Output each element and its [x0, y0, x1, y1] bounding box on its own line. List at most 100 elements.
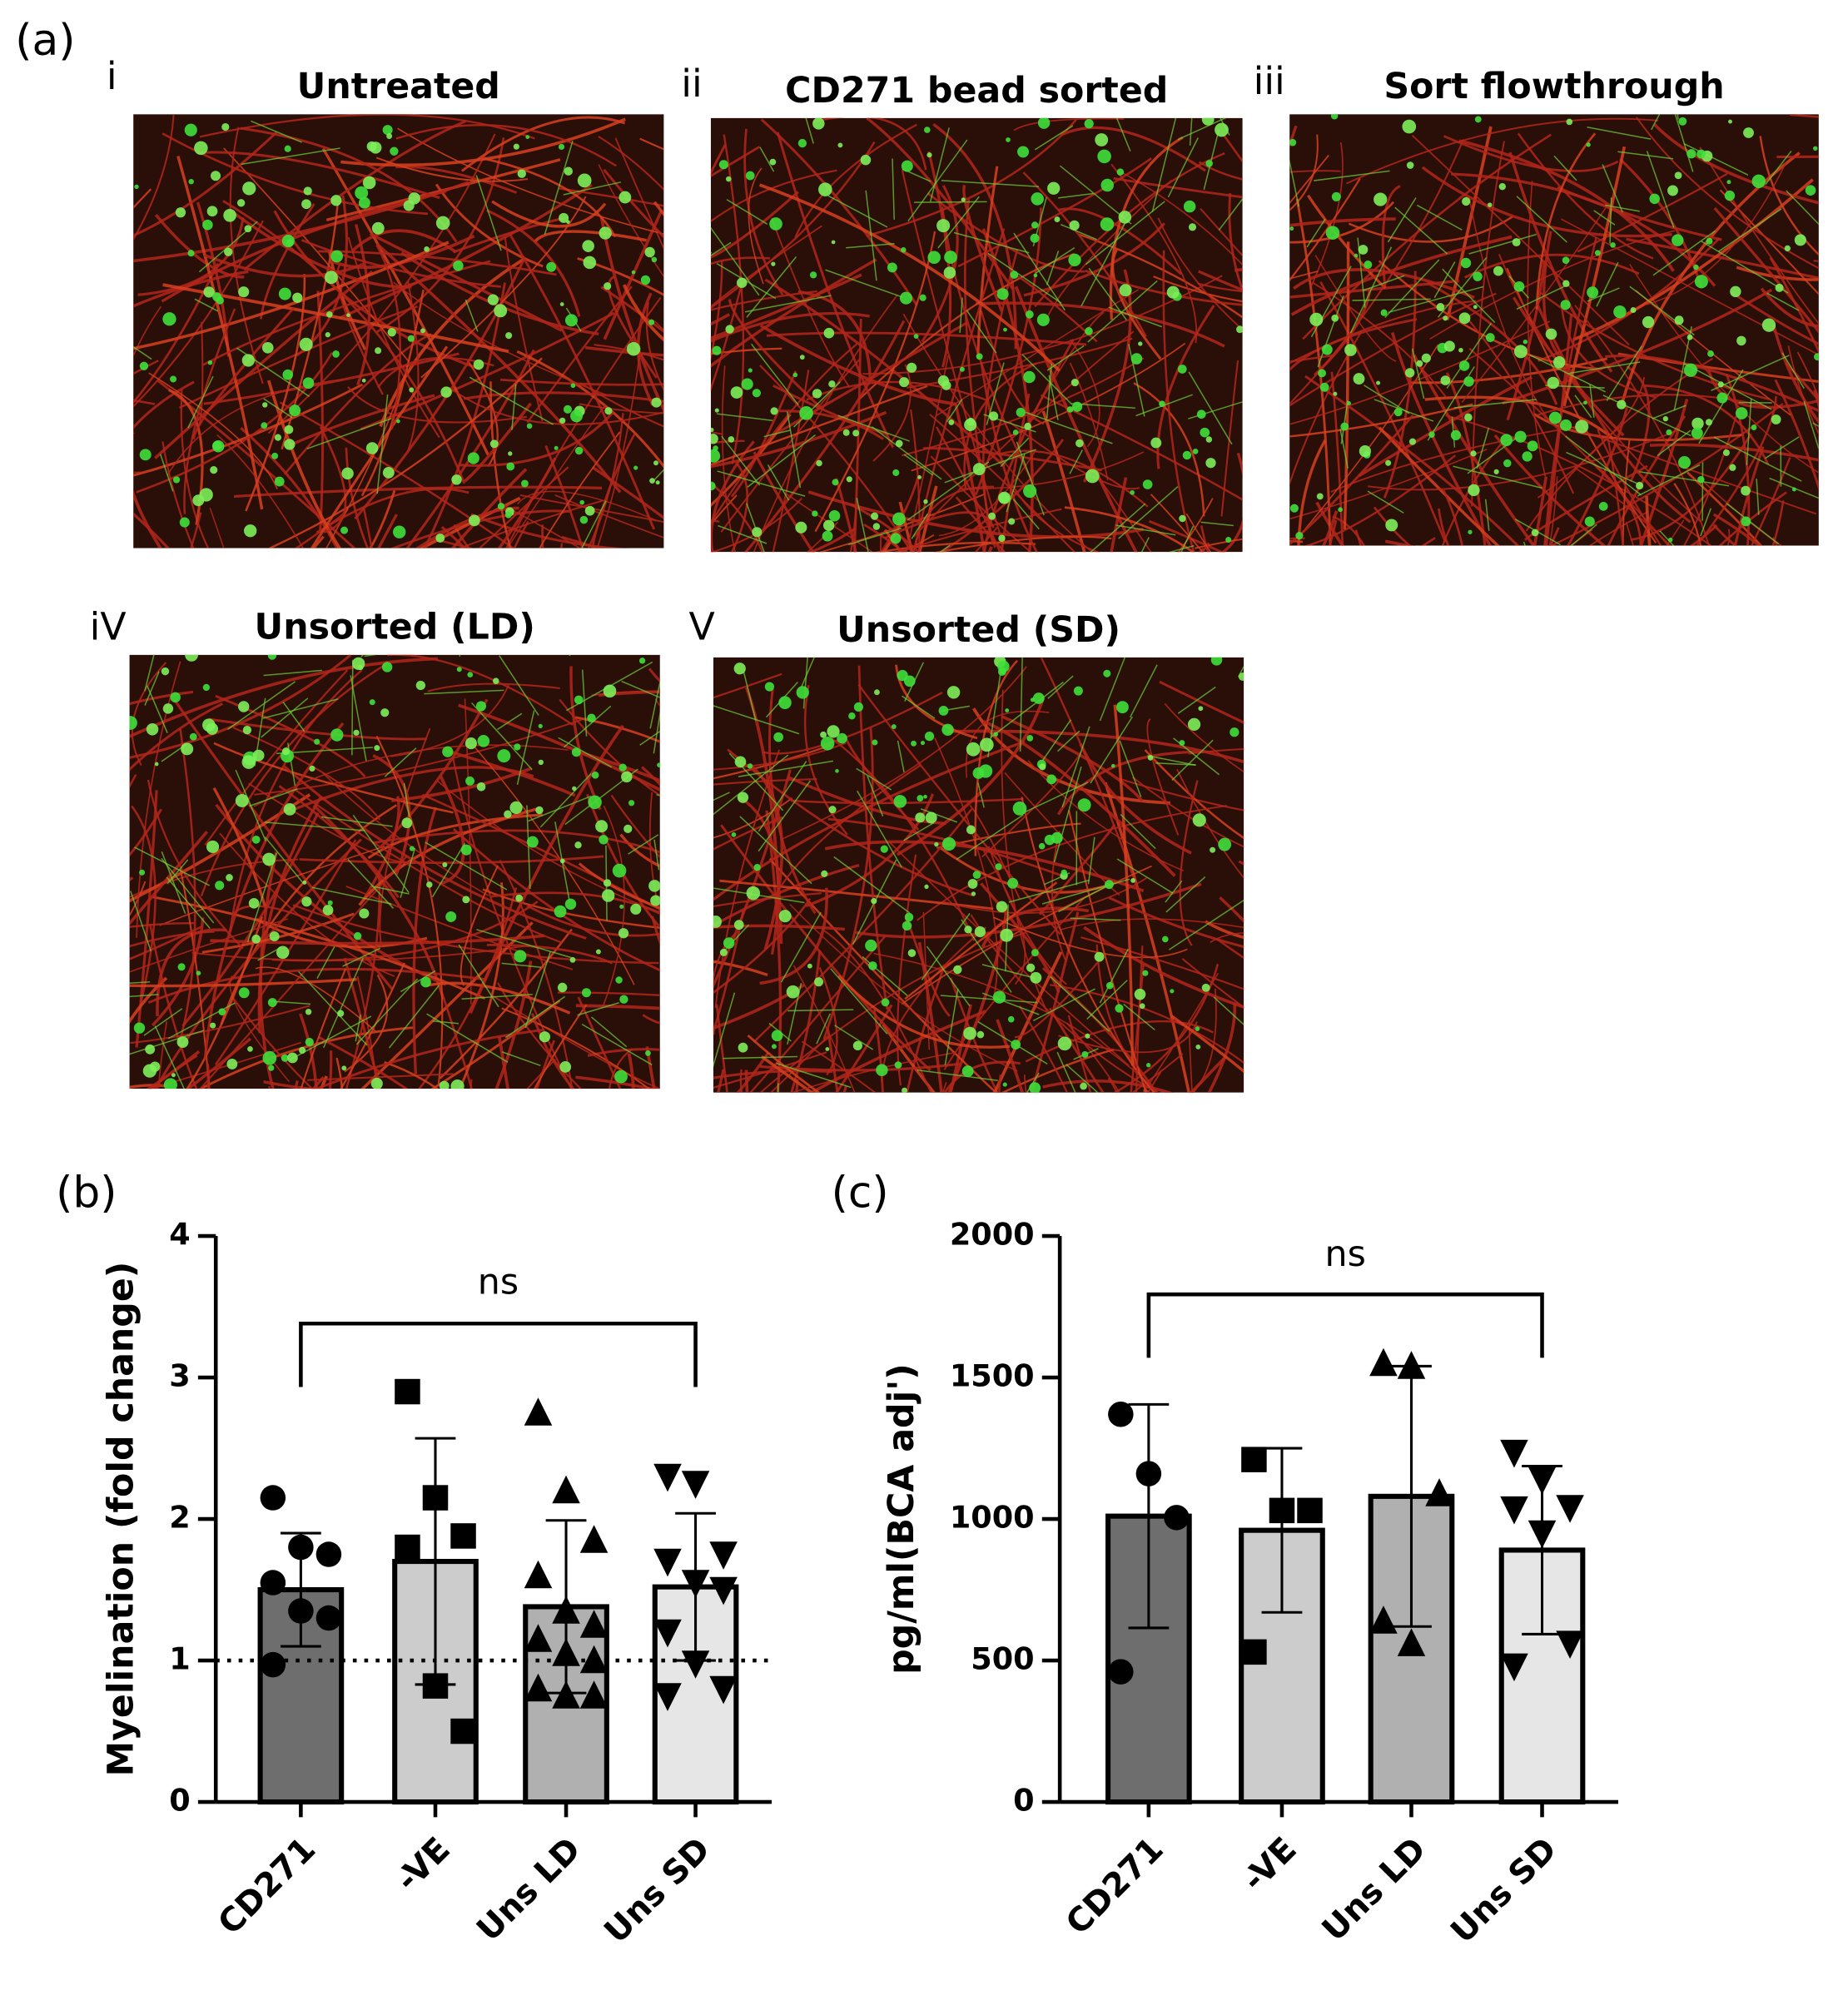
fiber — [980, 882, 1061, 994]
fiber — [1289, 177, 1361, 282]
fiber — [818, 966, 838, 1076]
cell — [1115, 701, 1129, 714]
green-fiber — [713, 754, 789, 816]
green-fiber — [282, 701, 306, 732]
fiber — [178, 728, 196, 1043]
fiber — [963, 199, 994, 545]
cell — [736, 277, 748, 289]
fiber — [759, 887, 828, 985]
green-fiber — [1317, 295, 1344, 368]
cell — [1236, 325, 1243, 334]
cell — [557, 982, 568, 993]
cell — [733, 920, 744, 931]
fiber — [393, 281, 607, 396]
micrograph — [710, 117, 1243, 553]
fiber — [1080, 936, 1244, 990]
fiber — [758, 183, 1061, 372]
fiber — [533, 1004, 588, 1089]
green-fiber — [981, 992, 1040, 1015]
green-fiber — [710, 226, 760, 296]
cell — [870, 512, 879, 520]
green-fiber — [763, 429, 791, 438]
cell — [538, 723, 543, 729]
green-fiber — [1314, 170, 1390, 181]
fiber — [509, 234, 656, 530]
green-fiber — [384, 747, 417, 777]
cell — [1436, 303, 1445, 311]
cell — [392, 525, 406, 538]
green-fiber — [944, 988, 959, 1065]
fiber — [279, 401, 515, 548]
fiber — [214, 839, 357, 1065]
green-fiber — [1659, 530, 1675, 546]
fiber — [598, 136, 664, 191]
green-fiber — [743, 672, 757, 721]
fiber — [774, 764, 922, 897]
fiber — [955, 496, 1006, 553]
error-bar — [1391, 1364, 1432, 1628]
fiber — [406, 280, 420, 451]
cell — [287, 1052, 298, 1064]
fiber — [199, 855, 408, 1089]
cell — [1562, 256, 1570, 265]
data-point — [1556, 1495, 1584, 1523]
green-fiber — [1016, 441, 1045, 516]
fiber — [263, 1080, 323, 1089]
cell — [1094, 951, 1105, 962]
fiber — [1068, 810, 1147, 1093]
cell — [1613, 305, 1627, 319]
fiber — [600, 285, 664, 334]
cell — [370, 1077, 383, 1089]
fiber — [1443, 135, 1619, 172]
green-fiber — [1115, 524, 1176, 536]
data-point — [1369, 1605, 1398, 1634]
cell — [871, 898, 877, 905]
fiber — [1548, 527, 1560, 546]
fiber — [1330, 371, 1344, 546]
cell — [355, 186, 369, 200]
cell — [505, 332, 513, 340]
cell — [1085, 469, 1100, 484]
fiber — [355, 224, 371, 386]
cell — [535, 806, 544, 815]
fiber — [1030, 911, 1080, 1093]
green-fiber — [194, 298, 219, 312]
fiber — [998, 1074, 1002, 1093]
green-fiber — [1468, 233, 1537, 255]
cell — [953, 965, 962, 975]
fiber — [1562, 146, 1627, 407]
cell — [330, 195, 342, 206]
cell — [325, 332, 330, 338]
green-fiber — [1602, 164, 1623, 213]
green-fiber — [400, 847, 416, 898]
cell — [799, 406, 813, 420]
cell — [1139, 1003, 1145, 1010]
cell — [828, 509, 841, 522]
cell — [154, 762, 159, 767]
data-point — [653, 1683, 682, 1711]
cell — [332, 350, 340, 358]
fiber — [133, 262, 220, 404]
fiber — [1289, 125, 1298, 150]
green-fiber — [143, 1008, 183, 1036]
cell — [1548, 411, 1562, 424]
fiber — [1813, 389, 1819, 411]
cell — [1522, 451, 1533, 462]
cell — [247, 1046, 253, 1052]
cell — [941, 380, 951, 390]
fiber — [648, 792, 660, 915]
cell — [730, 386, 743, 399]
cell — [238, 987, 250, 999]
fiber — [827, 817, 1065, 878]
cell — [1724, 190, 1736, 201]
green-fiber — [1652, 230, 1716, 276]
green-fiber — [316, 945, 335, 979]
fiber — [780, 666, 1027, 841]
micrograph — [133, 114, 664, 548]
fiber — [912, 330, 1135, 538]
fiber — [1498, 254, 1702, 523]
cell — [330, 250, 343, 263]
green-fiber — [251, 120, 302, 143]
cell — [1033, 273, 1038, 278]
cell — [638, 658, 646, 664]
